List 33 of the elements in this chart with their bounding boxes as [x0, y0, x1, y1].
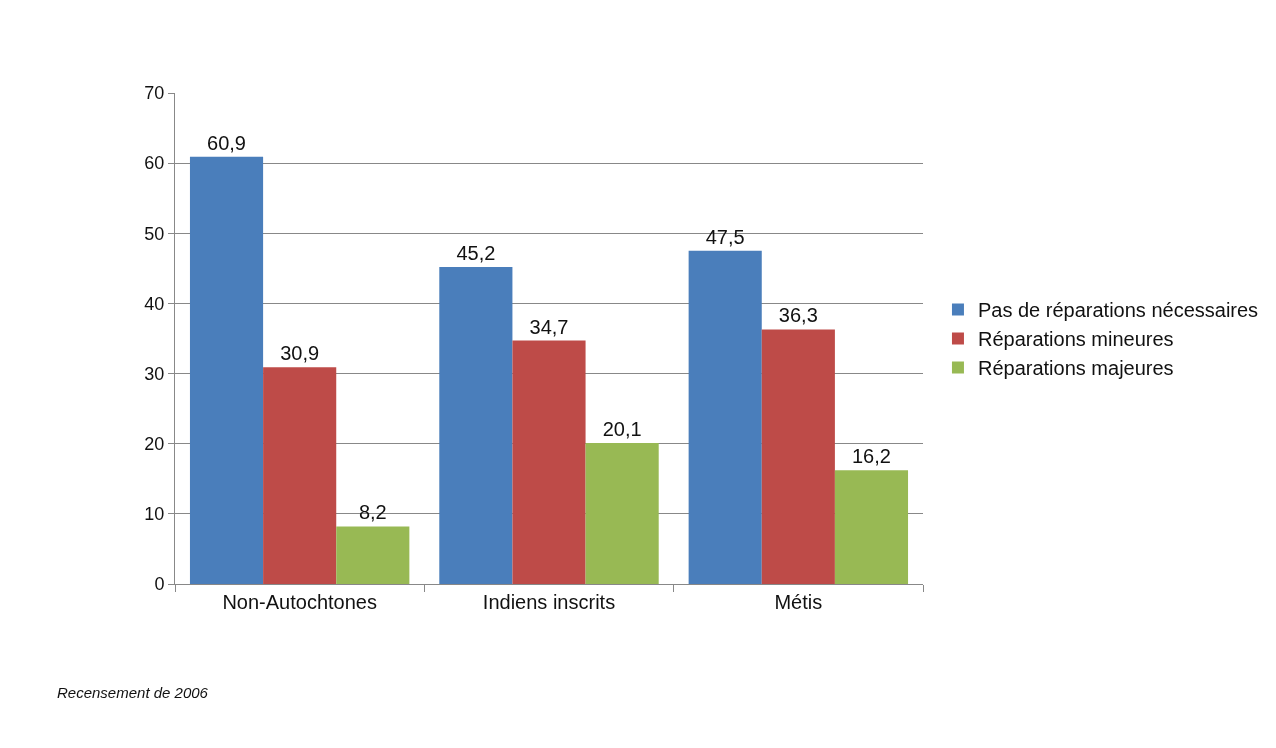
bar — [189, 156, 264, 584]
data-label: 47,5 — [705, 225, 745, 248]
y-tick-label: 50 — [144, 223, 165, 244]
y-tick-label: 10 — [144, 504, 165, 525]
y-tick-label: 30 — [144, 363, 165, 384]
data-label: 45,2 — [456, 241, 496, 264]
bar — [585, 443, 659, 584]
y-tick-label: 0 — [154, 574, 165, 595]
bar — [834, 470, 909, 584]
data-label: 36,3 — [778, 304, 818, 327]
data-label: 16,2 — [852, 445, 891, 468]
y-tick-label: 40 — [144, 293, 165, 314]
bar — [761, 329, 835, 584]
bar — [512, 340, 586, 584]
x-tick-label: Non-Autochtones — [222, 591, 377, 613]
legend-label: Pas de réparations nécessaires — [977, 299, 1259, 322]
bar — [263, 367, 337, 584]
data-label: 20,1 — [602, 418, 642, 441]
y-tick-label: 60 — [144, 153, 165, 174]
legend-label: Réparations mineures — [977, 328, 1174, 351]
text: Recensement de 2006 — [57, 684, 209, 701]
data-label: 8,2 — [358, 501, 387, 524]
bar — [336, 526, 410, 584]
x-tick-label: Indiens inscrits — [482, 591, 616, 613]
data-label: 34,7 — [529, 315, 569, 338]
legend-label: Réparations majeures — [977, 357, 1174, 380]
y-tick-label: 70 — [144, 83, 165, 104]
bar — [439, 266, 513, 584]
data-label: 60,9 — [207, 131, 246, 154]
bar — [688, 250, 762, 584]
x-tick-label: Métis — [774, 591, 823, 613]
data-label: 30,9 — [280, 342, 320, 365]
y-tick-label: 20 — [144, 434, 165, 455]
